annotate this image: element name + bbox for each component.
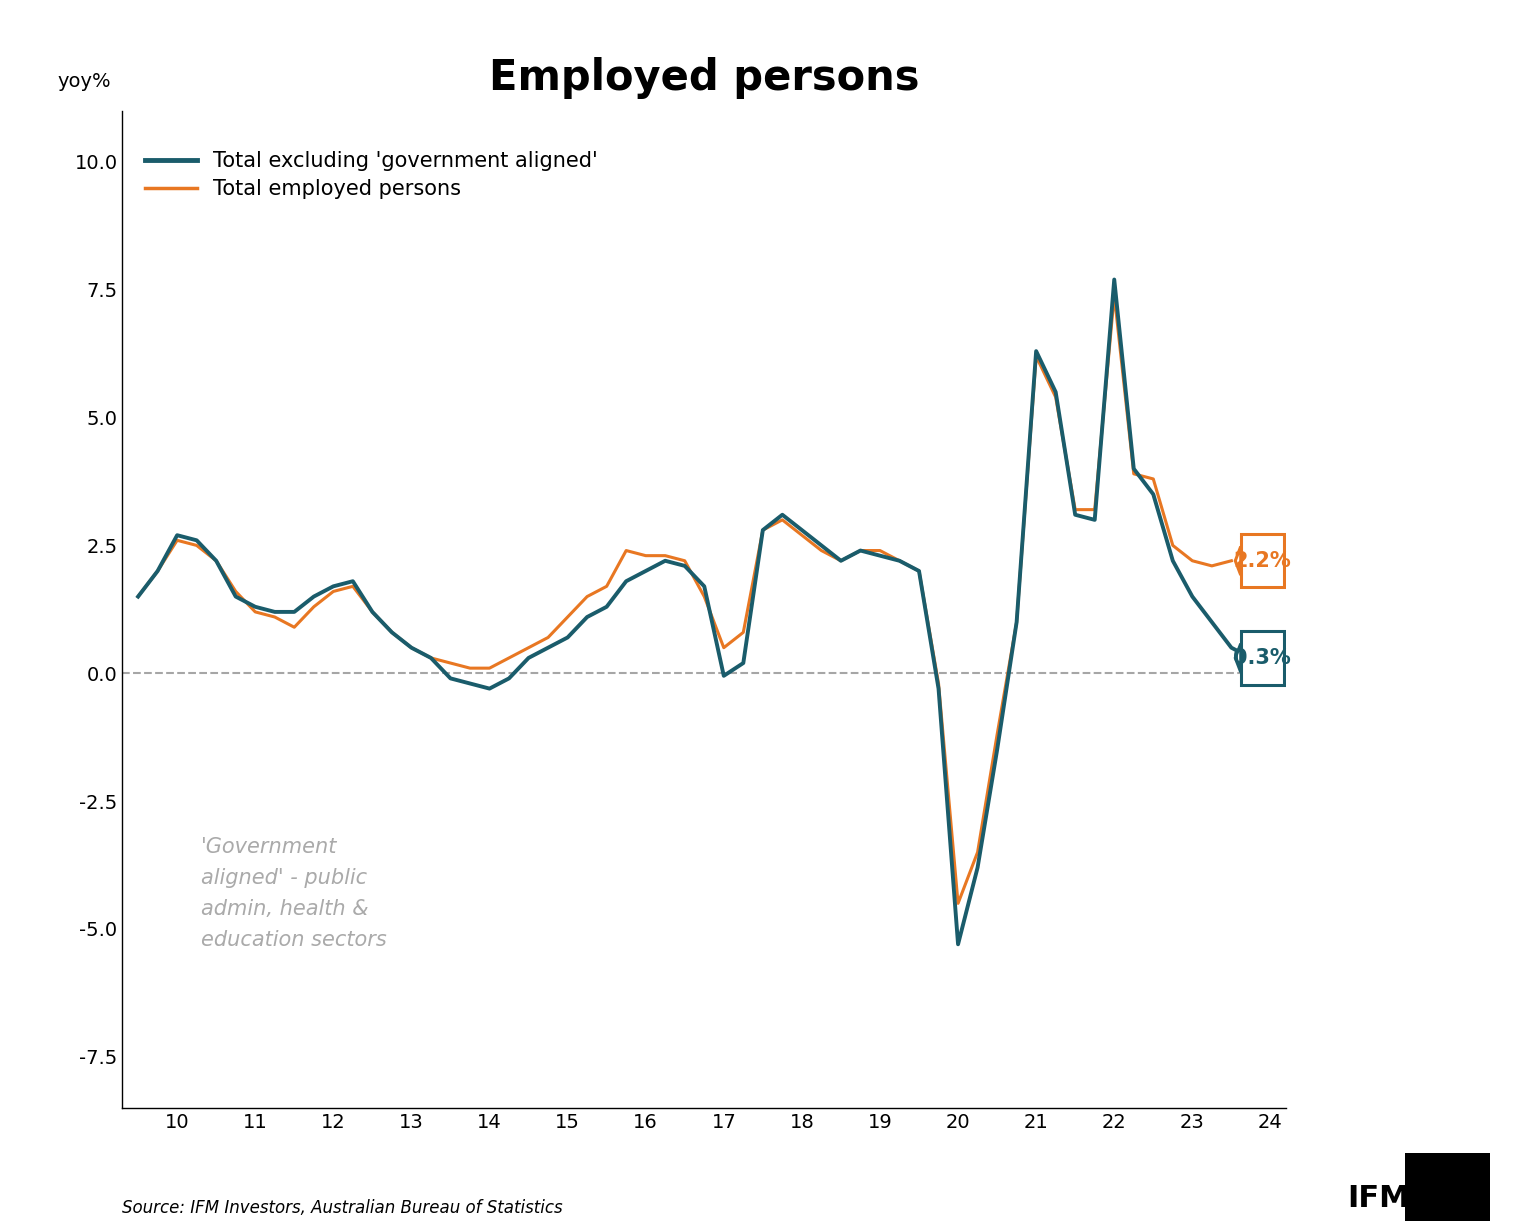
Text: yoy%: yoy% [57,71,110,91]
Polygon shape [1236,644,1240,672]
Text: Source: IFM Investors, Australian Bureau of Statistics: Source: IFM Investors, Australian Bureau… [122,1199,563,1216]
Title: Employed persons: Employed persons [488,57,920,98]
Polygon shape [1236,547,1240,575]
Text: 0.3%: 0.3% [1234,648,1291,668]
Text: 2.2%: 2.2% [1234,550,1291,571]
FancyBboxPatch shape [1240,534,1283,587]
Legend: Total excluding 'government aligned', Total employed persons: Total excluding 'government aligned', To… [144,151,599,199]
FancyBboxPatch shape [1240,632,1283,684]
Text: 'Government
aligned' - public
admin, health &
education sectors: 'Government aligned' - public admin, hea… [201,837,386,950]
Text: IFM: IFM [1347,1183,1410,1213]
